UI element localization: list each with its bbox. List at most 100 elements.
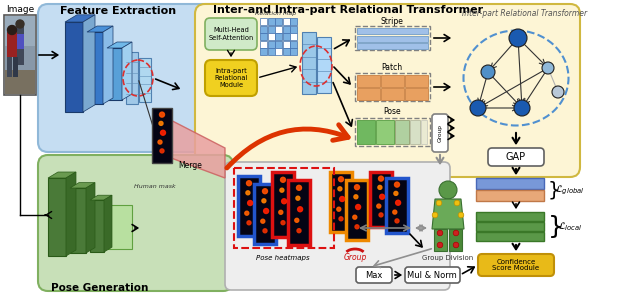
Bar [17,34,24,49]
Bar [275,48,282,55]
Circle shape [339,217,343,221]
Circle shape [159,112,164,117]
Bar [282,25,289,33]
Text: Merge: Merge [178,161,202,170]
Bar [254,184,276,244]
Bar [282,33,289,40]
Circle shape [297,229,301,233]
Text: Stripe: Stripe [381,16,403,25]
Circle shape [246,191,250,195]
Bar [357,75,380,87]
Circle shape [396,200,401,205]
FancyArrowPatch shape [227,125,348,168]
Bar [381,75,404,87]
Bar [421,120,427,144]
Circle shape [159,121,163,125]
Circle shape [282,199,287,204]
Bar [268,33,275,40]
Bar [272,172,294,237]
Bar [346,180,368,240]
Circle shape [393,210,397,214]
Bar [5,70,35,94]
Polygon shape [432,199,464,229]
Circle shape [245,211,249,215]
Circle shape [280,188,284,192]
Polygon shape [90,195,112,200]
Circle shape [338,187,342,191]
Circle shape [355,185,360,190]
Circle shape [248,201,253,205]
Bar [317,37,331,93]
FancyBboxPatch shape [225,162,450,290]
Circle shape [280,177,285,182]
Bar [13,57,18,77]
Circle shape [437,242,443,248]
Bar [268,25,275,33]
Circle shape [378,176,383,181]
Circle shape [8,25,17,34]
Text: Relation Map: Relation Map [255,11,296,16]
Circle shape [263,229,267,233]
Polygon shape [83,15,95,112]
Circle shape [246,181,252,186]
Text: Inter-and Intra-part Relational Transformer: Inter-and Intra-part Relational Transfor… [213,5,483,15]
Circle shape [247,221,251,225]
Bar [90,200,104,252]
Bar [410,120,420,144]
Polygon shape [107,42,132,48]
Circle shape [458,212,464,218]
Bar [355,118,430,146]
Bar [275,25,282,33]
Bar [290,25,297,33]
Circle shape [380,194,385,199]
Bar [386,178,408,233]
Text: $\mathcal{L}_{local}$: $\mathcal{L}_{local}$ [557,221,582,234]
Text: Image: Image [6,4,34,13]
Bar [357,88,380,100]
Bar [290,40,297,48]
Circle shape [262,189,268,194]
Text: Intra-part
Relational
Module: Intra-part Relational Module [214,68,248,88]
Bar [126,52,138,104]
FancyBboxPatch shape [478,254,554,276]
Bar [139,58,151,102]
Bar [476,222,544,231]
Bar [260,40,267,48]
Bar [260,18,267,25]
Polygon shape [104,195,112,252]
Circle shape [395,219,399,223]
Bar [288,180,310,245]
FancyBboxPatch shape [488,148,544,166]
Bar [476,232,544,241]
Circle shape [356,205,360,210]
FancyBboxPatch shape [38,4,233,152]
Bar [290,18,297,25]
Circle shape [161,130,166,135]
Text: Pose: Pose [383,108,401,117]
Bar [405,88,428,100]
Polygon shape [103,26,113,104]
Polygon shape [122,42,132,100]
FancyBboxPatch shape [432,114,448,152]
Bar [260,25,267,33]
Text: Mul & Norm: Mul & Norm [407,271,457,280]
FancyBboxPatch shape [405,267,460,283]
Circle shape [298,207,303,212]
Bar [5,16,35,94]
Text: $\mathcal{L}_{global}$: $\mathcal{L}_{global}$ [555,183,585,197]
Bar [275,18,282,25]
Bar [381,88,404,100]
Bar [260,33,267,40]
FancyBboxPatch shape [205,60,257,96]
Bar [7,57,12,77]
Bar [290,33,297,40]
Text: GAP: GAP [506,152,526,162]
FancyBboxPatch shape [205,18,257,50]
Bar [48,178,66,256]
Text: }: } [548,181,561,199]
Circle shape [16,20,24,28]
Text: Group: Group [438,124,442,142]
Circle shape [481,65,495,79]
Bar [357,36,428,42]
Circle shape [377,204,381,208]
